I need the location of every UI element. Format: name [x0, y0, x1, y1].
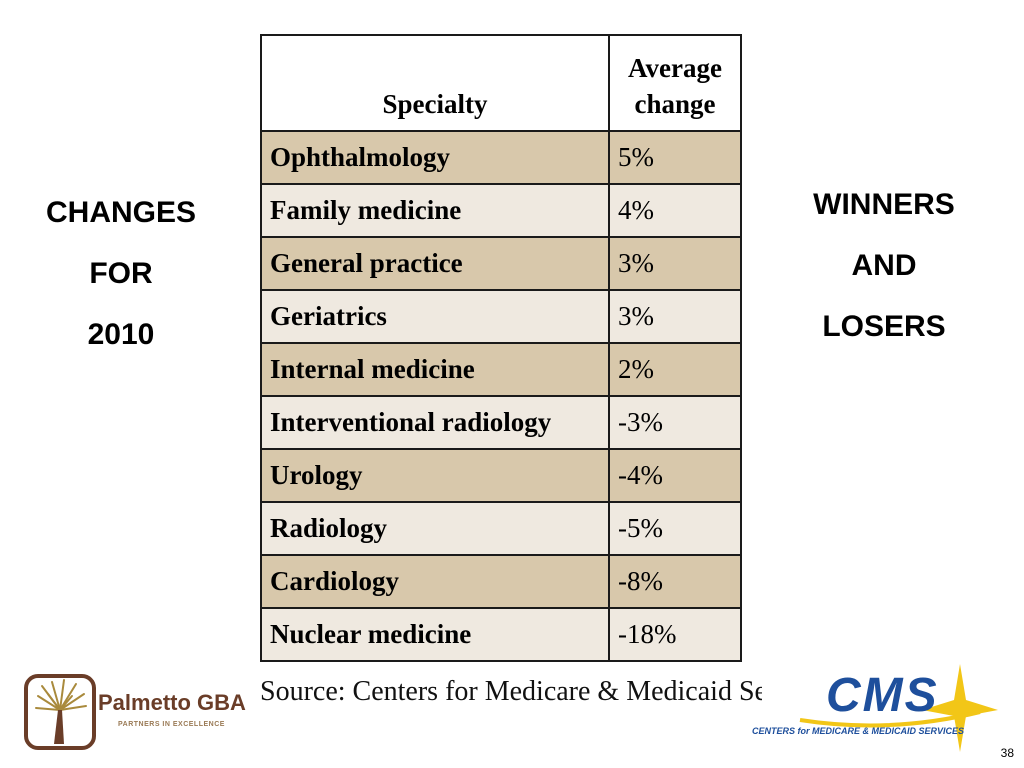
specialty-cell: Internal medicine: [260, 342, 610, 397]
change-cell: -4%: [608, 448, 742, 503]
specialty-cell: Interventional radiology: [260, 395, 610, 450]
change-cell: 3%: [608, 289, 742, 344]
cms-logo: [799, 664, 998, 752]
left-title-line-1: CHANGES: [45, 196, 196, 229]
left-slide-title: CHANGES FOR 2010: [16, 182, 226, 365]
change-cell: -5%: [608, 501, 742, 556]
cms-tagline: CENTERS for MEDICARE & MEDICAID SERVICES: [752, 726, 965, 736]
table-row: Internal medicine 2%: [260, 342, 742, 397]
header-average-change: Average change: [608, 34, 742, 132]
table-row: Family medicine 4%: [260, 183, 742, 238]
table-row: Nuclear medicine -18%: [260, 607, 742, 662]
specialty-cell: Nuclear medicine: [260, 607, 610, 662]
cms-star-icon: [922, 664, 998, 752]
table-header-row: Specialty Average change: [260, 34, 742, 132]
header-specialty: Specialty: [260, 34, 610, 132]
specialty-cell: Urology: [260, 448, 610, 503]
change-cell: 3%: [608, 236, 742, 291]
specialty-cell: General practice: [260, 236, 610, 291]
table-row: Radiology -5%: [260, 501, 742, 556]
left-title-line-3: 2010: [87, 318, 155, 351]
table-row: Geriatrics 3%: [260, 289, 742, 344]
palmetto-name: Palmetto GBA: [98, 690, 246, 715]
table-row: Urology -4%: [260, 448, 742, 503]
change-cell: -8%: [608, 554, 742, 609]
table-row: Interventional radiology -3%: [260, 395, 742, 450]
change-cell: 4%: [608, 183, 742, 238]
table-row: General practice 3%: [260, 236, 742, 291]
page-number: 38: [1000, 746, 1014, 760]
cms-wordmark: CMS: [826, 669, 939, 722]
right-title-line-3: LOSERS: [822, 310, 946, 343]
palmetto-tagline: PARTNERS IN EXCELLENCE: [118, 721, 225, 728]
header-average-change-text: Average change: [628, 53, 722, 119]
specialty-cell: Radiology: [260, 501, 610, 556]
right-title-line-1: WINNERS: [813, 188, 955, 221]
change-cell: -18%: [608, 607, 742, 662]
table-row: Ophthalmology 5%: [260, 130, 742, 185]
change-cell: 2%: [608, 342, 742, 397]
change-cell: 5%: [608, 130, 742, 185]
specialty-cell: Geriatrics: [260, 289, 610, 344]
specialty-cell: Ophthalmology: [260, 130, 610, 185]
specialty-cell: Family medicine: [260, 183, 610, 238]
change-cell: -3%: [608, 395, 742, 450]
source-citation: Source: Centers for Medicare & Medicaid …: [260, 676, 762, 707]
palm-tree-icon: [35, 679, 87, 711]
specialty-cell: Cardiology: [260, 554, 610, 609]
left-title-line-2: FOR: [89, 257, 153, 290]
palmetto-gba-logo: [24, 674, 96, 750]
table-row: Cardiology -8%: [260, 554, 742, 609]
specialty-change-table: Specialty Average change Ophthalmology 5…: [260, 34, 742, 662]
right-slide-title: WINNERS AND LOSERS: [780, 174, 988, 357]
right-title-line-2: AND: [851, 249, 917, 282]
